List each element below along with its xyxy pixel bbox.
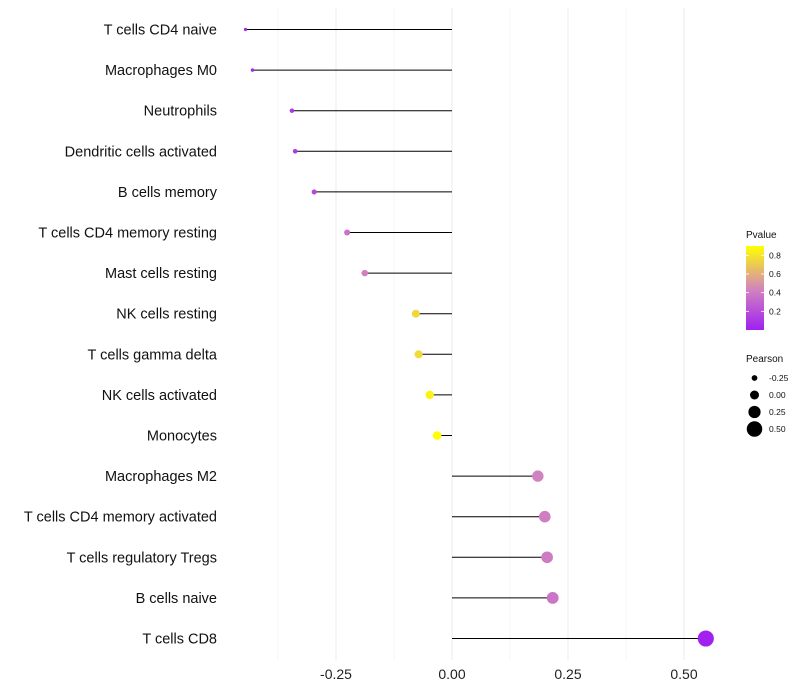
- point-mast-cells-resting: [361, 269, 369, 277]
- point-macrophages-m0: [250, 68, 255, 72]
- y-label-nk-cells-resting: NK cells resting: [116, 307, 217, 323]
- y-axis-labels: T cells CD4 naive Macrophages M0 Neutrophi…: [24, 23, 218, 648]
- y-label-macrophages-m0: Macrophages M0: [105, 63, 217, 79]
- pearson-legend-dot: [746, 421, 763, 437]
- point-macrophages-m2: [532, 470, 544, 482]
- pearson-legend-label: 0.00: [769, 390, 786, 400]
- pearson-legend-dot: [748, 405, 761, 419]
- point-t-cells-cd4-naive: [243, 27, 248, 32]
- lollipop-points: [243, 27, 714, 647]
- point-dendritic-cells-activated: [292, 148, 298, 154]
- pearson-legend-label: -0.25: [769, 373, 789, 383]
- point-monocytes: [432, 431, 442, 440]
- y-label-mast-cells-resting: Mast cells resting: [105, 266, 217, 282]
- point-nk-cells-resting: [411, 309, 420, 318]
- point-t-cells-cd8: [697, 630, 714, 647]
- point-b-cells-memory: [311, 189, 317, 195]
- pearson-legend-title: Pearson: [746, 354, 783, 365]
- pvalue-legend-label: 0.6: [769, 269, 781, 279]
- pvalue-legend-label: 0.8: [769, 250, 781, 260]
- lollipop-stems: [245, 29, 706, 639]
- pearson-legend-label: 0.50: [769, 424, 786, 434]
- point-t-cells-gamma-delta: [414, 350, 423, 359]
- y-label-b-cells-memory: B cells memory: [118, 185, 218, 201]
- pearson-legend: Pearson -0.25 0.00 0.25 0.50: [746, 354, 789, 437]
- y-label-t-cells-cd4-memory-resting: T cells CD4 memory resting: [38, 226, 217, 242]
- y-label-t-cells-cd8: T cells CD8: [142, 632, 217, 648]
- pearson-legend-dot: [750, 390, 759, 400]
- y-label-nk-cells-activated: NK cells activated: [102, 388, 217, 404]
- pvalue-colorbar: [746, 246, 764, 330]
- pvalue-legend: Pvalue 0.8 0.6 0.4 0.2: [746, 230, 781, 330]
- point-t-cells-cd4-memory-resting: [344, 229, 351, 236]
- pvalue-legend-label: 0.4: [769, 288, 781, 298]
- grid-lines: [277, 8, 685, 660]
- x-tick-label: 0.25: [554, 666, 581, 682]
- y-label-t-cells-gamma-delta: T cells gamma delta: [88, 347, 218, 363]
- pearson-legend-label: 0.25: [769, 407, 786, 417]
- x-tick-label: -0.25: [320, 666, 352, 682]
- y-label-b-cells-naive: B cells naive: [136, 591, 217, 607]
- point-neutrophils: [289, 108, 295, 113]
- point-t-cells-cd4-memory-activated: [539, 510, 551, 523]
- x-tick-label: 0.00: [438, 666, 465, 682]
- y-label-t-cells-regulatory-tregs: T cells regulatory Tregs: [67, 550, 217, 566]
- point-nk-cells-activated: [425, 390, 434, 400]
- pvalue-legend-label: 0.2: [769, 306, 781, 316]
- x-tick-label: 0.50: [670, 666, 697, 682]
- y-label-t-cells-cd4-memory-activated: T cells CD4 memory activated: [24, 510, 217, 526]
- y-label-t-cells-cd4-naive: T cells CD4 naive: [104, 23, 217, 39]
- y-label-neutrophils: Neutrophils: [144, 104, 217, 120]
- x-axis-tick-labels: -0.25 0.00 0.25 0.50: [320, 666, 698, 682]
- pvalue-legend-title: Pvalue: [746, 230, 777, 241]
- point-t-cells-regulatory-tregs: [541, 551, 553, 564]
- point-b-cells-naive: [546, 591, 559, 604]
- y-label-dendritic-cells-activated: Dendritic cells activated: [65, 144, 217, 160]
- y-label-monocytes: Monocytes: [147, 429, 217, 445]
- pearson-legend-dot: [751, 375, 758, 381]
- y-label-macrophages-m2: Macrophages M2: [105, 469, 217, 485]
